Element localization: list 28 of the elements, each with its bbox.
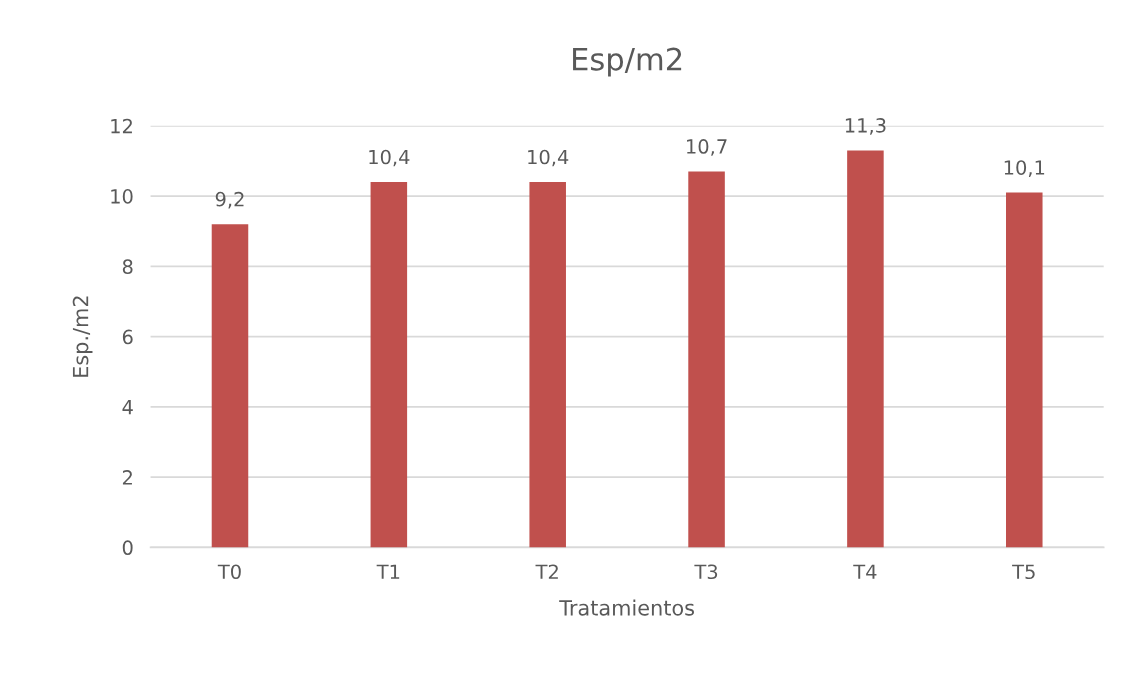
data-label: 10,7	[687, 139, 727, 156]
bar	[211, 224, 249, 548]
data-label: 10,4	[369, 149, 410, 167]
x-tick-label: T2	[535, 564, 558, 579]
data-label: 10,4	[528, 149, 569, 167]
x-tick-label: T5	[1012, 564, 1035, 580]
bar	[1006, 192, 1043, 548]
x-axis-title: Tratamientos	[559, 599, 695, 616]
bar	[529, 182, 566, 548]
y-tick-label: 8	[122, 259, 133, 274]
bar	[370, 182, 408, 548]
y-tick-label: 0	[122, 540, 133, 556]
x-tick-label: T4	[853, 564, 877, 579]
y-tick-label: 12	[111, 118, 132, 134]
y-tick-label: 4	[122, 400, 133, 415]
bar	[688, 171, 725, 548]
x-tick-label: T1	[376, 564, 400, 579]
x-tick-label: T3	[694, 564, 718, 580]
data-label: 11,3	[845, 118, 886, 135]
y-tick-label: 6	[122, 329, 133, 345]
y-axis-title: Esp./m2	[72, 296, 93, 377]
y-tick-label: 10	[111, 189, 133, 204]
data-label: 9,2	[215, 191, 244, 209]
x-tick-label: T0	[217, 564, 241, 580]
data-label: 10,1	[1004, 160, 1045, 177]
bar	[847, 150, 884, 548]
chart-title: Esp/m2	[573, 47, 682, 77]
y-tick-label: 2	[122, 470, 132, 485]
